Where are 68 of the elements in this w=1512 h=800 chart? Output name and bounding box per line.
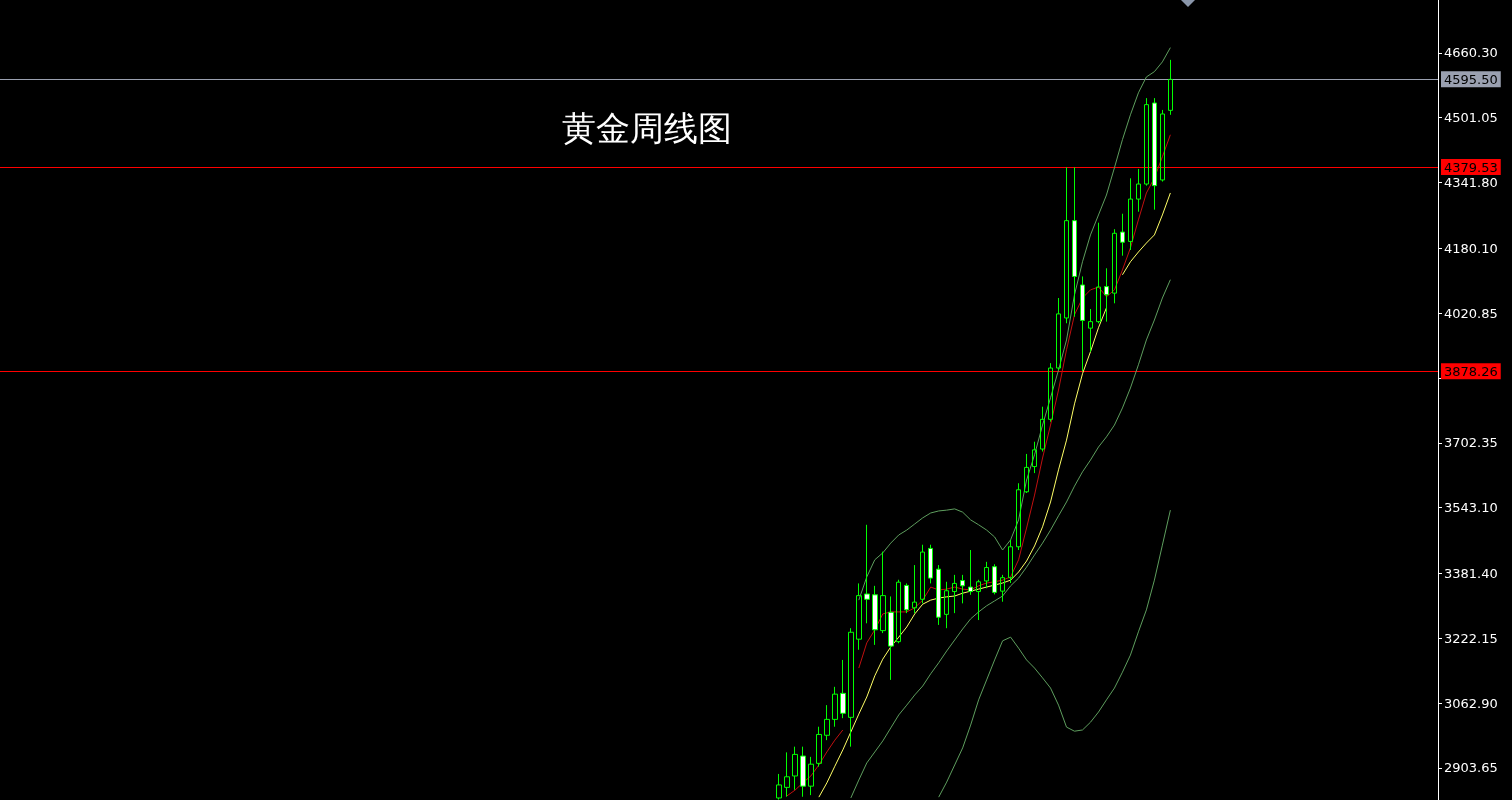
- candlestick: [904, 582, 909, 614]
- candlestick: [880, 551, 886, 634]
- candlestick: [944, 581, 949, 629]
- candlestick: [1000, 574, 1005, 603]
- candlestick: [1032, 441, 1037, 474]
- candlestick: [984, 561, 989, 589]
- line-series: [850, 279, 1171, 799]
- line-series: [938, 509, 1171, 798]
- y-tick-label: 3222.15: [1444, 630, 1498, 646]
- candlestick: [1008, 539, 1013, 584]
- ref-line-label: 3878.26: [1444, 363, 1498, 379]
- candlestick: [872, 585, 878, 646]
- candlestick: [792, 746, 798, 791]
- candlestick: [1120, 213, 1125, 257]
- candlestick: [808, 756, 814, 796]
- candlestick: [1136, 168, 1141, 213]
- y-tick-label: 3381.40: [1444, 565, 1498, 581]
- candlestick: [776, 773, 782, 800]
- y-tick-label: 4501.05: [1444, 110, 1498, 126]
- candlestick: [928, 544, 933, 584]
- candlestick: [888, 595, 894, 681]
- candlestick: [1144, 97, 1149, 187]
- candlestick: [1040, 406, 1045, 452]
- candlestick: [1016, 482, 1021, 551]
- candlestick: [832, 686, 838, 728]
- candlestick: [856, 582, 862, 651]
- candlestick: [1168, 59, 1173, 116]
- candlestick: [920, 544, 925, 604]
- candlestick: [848, 627, 854, 748]
- candlestick: [1072, 166, 1077, 318]
- candlestick: [1104, 267, 1109, 323]
- y-tick-label: 3062.90: [1444, 695, 1498, 711]
- candlestick: [1024, 453, 1029, 494]
- candlestick: [784, 751, 790, 798]
- candlestick: [1152, 97, 1157, 211]
- y-tick-label: 4341.80: [1444, 174, 1498, 190]
- candlestick: [992, 563, 997, 595]
- line-series: [858, 47, 1171, 601]
- candlestick: [864, 524, 870, 624]
- candlestick: [960, 574, 965, 604]
- y-tick-label: 4180.10: [1444, 240, 1498, 256]
- y-tick-label: 3702.35: [1444, 435, 1498, 451]
- candlestick: [816, 726, 822, 768]
- candlestick: [976, 579, 981, 621]
- candlestick: [936, 564, 941, 626]
- y-tick-label: 4020.85: [1444, 305, 1498, 321]
- candlestick: [952, 574, 957, 614]
- candlestick: [912, 564, 917, 614]
- text: 黄金周线图: [562, 108, 732, 148]
- candlestick: [800, 746, 806, 798]
- candlestick: [896, 579, 901, 644]
- candlestick: [1064, 166, 1069, 324]
- candlestick: [1160, 109, 1165, 183]
- candlestick: [1128, 177, 1133, 251]
- candlestick: [1112, 228, 1117, 304]
- candlestick: [968, 549, 973, 596]
- candlestick: [1096, 222, 1101, 324]
- candlestick: [1056, 297, 1061, 371]
- y-tick-label: 4660.30: [1444, 45, 1498, 61]
- candlestick: [824, 704, 830, 741]
- candlestick: [1080, 275, 1085, 372]
- candlestick: [840, 659, 846, 719]
- ref-line-label: 4595.50: [1444, 71, 1498, 87]
- y-tick-label: 3543.10: [1444, 500, 1498, 516]
- candlestick: [1048, 362, 1053, 423]
- ref-line-label: 4379.53: [1444, 159, 1498, 175]
- y-tick-label: 2903.65: [1444, 760, 1498, 776]
- candlestick: [1088, 308, 1093, 353]
